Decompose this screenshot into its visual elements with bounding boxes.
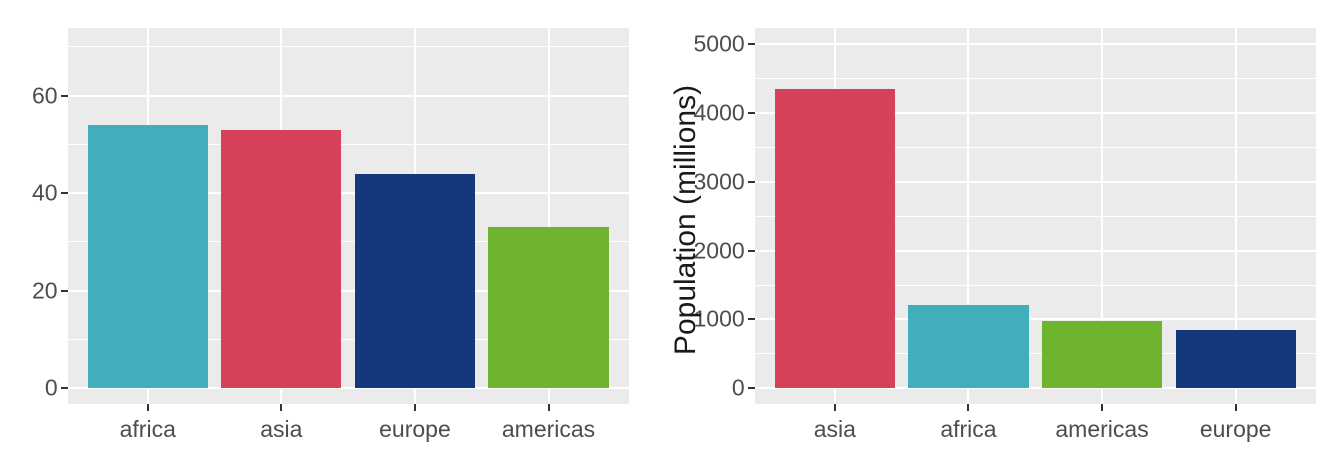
y-axis-tick-label: 4000 (693, 99, 745, 126)
bar-americas (1041, 321, 1163, 389)
gridline-major-vertical (1234, 28, 1237, 405)
gridline-major-horizontal (67, 387, 629, 390)
x-axis-tick-mark (547, 404, 550, 412)
bar-asia (221, 129, 342, 389)
gridline-major-vertical (547, 28, 550, 405)
y-axis-tick-mark (60, 387, 68, 390)
y-axis-tick-label: 1000 (693, 305, 745, 332)
x-axis-tick-mark (1234, 404, 1237, 412)
x-axis-tick-mark (1101, 404, 1104, 412)
gridline-major-horizontal (67, 192, 629, 195)
x-axis-tick-label: europe (1199, 416, 1272, 443)
gridline-major-horizontal (754, 249, 1316, 252)
y-axis-tick-mark (747, 111, 755, 114)
x-axis-tick-label: americas (501, 416, 596, 443)
gridline-major-horizontal (754, 318, 1316, 321)
gridline-minor-horizontal (754, 353, 1316, 355)
y-axis-tick-mark (747, 43, 755, 45)
gridline-major-horizontal (754, 43, 1316, 45)
y-axis-tick-label: 0 (44, 374, 58, 401)
y-axis-tick-mark (747, 180, 755, 183)
x-axis-tick-label: americas (1055, 416, 1149, 443)
y-axis-tick-label: 0 (731, 374, 745, 401)
bar-europe (354, 173, 476, 389)
x-axis-tick-label: asia (813, 416, 856, 443)
gridline-minor-horizontal (67, 143, 629, 145)
y-axis-tick-label: 60 (32, 82, 58, 109)
gridline-minor-horizontal (67, 46, 629, 48)
gridline-minor-horizontal (754, 284, 1316, 286)
bar-africa (87, 124, 208, 389)
x-axis-tick-mark (280, 404, 283, 412)
x-axis-tick-label: europe (379, 416, 451, 443)
gridline-major-horizontal (67, 289, 629, 292)
gridline-major-horizontal (754, 180, 1316, 183)
x-axis-tick-label: africa (940, 416, 997, 443)
x-axis-tick-mark (967, 404, 970, 412)
y-axis-title: Population (millions) (669, 84, 702, 356)
y-axis-tick-label: 5000 (693, 30, 745, 57)
y-axis-tick-mark (60, 192, 68, 195)
gridline-major-horizontal (754, 387, 1316, 390)
gridline-minor-horizontal (754, 77, 1316, 79)
bar-africa (908, 304, 1029, 389)
y-axis-tick-label: 3000 (693, 168, 745, 195)
gridline-major-horizontal (67, 94, 629, 97)
y-axis-tick-label: 40 (32, 179, 58, 206)
bar-americas (488, 227, 609, 389)
x-axis-tick-mark (413, 404, 416, 412)
y-axis-tick-mark (60, 289, 68, 292)
gridline-minor-horizontal (67, 241, 629, 243)
gridline-minor-horizontal (754, 146, 1316, 148)
y-axis-tick-mark (747, 387, 755, 390)
gridline-minor-horizontal (67, 338, 629, 340)
bar-asia (774, 88, 895, 389)
y-axis-tick-mark (747, 318, 755, 321)
y-axis-tick-label: 20 (32, 277, 58, 304)
gridline-major-vertical (967, 28, 970, 405)
bar-europe (1175, 329, 1296, 389)
y-axis-tick-mark (60, 94, 68, 97)
x-axis-tick-label: africa (119, 416, 176, 443)
x-axis-tick-label: asia (260, 416, 303, 443)
gridline-major-horizontal (754, 111, 1316, 114)
gridline-minor-horizontal (754, 215, 1316, 217)
y-axis-tick-mark (747, 249, 755, 252)
x-axis-tick-mark (833, 404, 836, 412)
x-axis-tick-mark (146, 404, 149, 412)
y-axis-tick-label: 2000 (693, 237, 745, 264)
gridline-major-vertical (1101, 28, 1104, 405)
